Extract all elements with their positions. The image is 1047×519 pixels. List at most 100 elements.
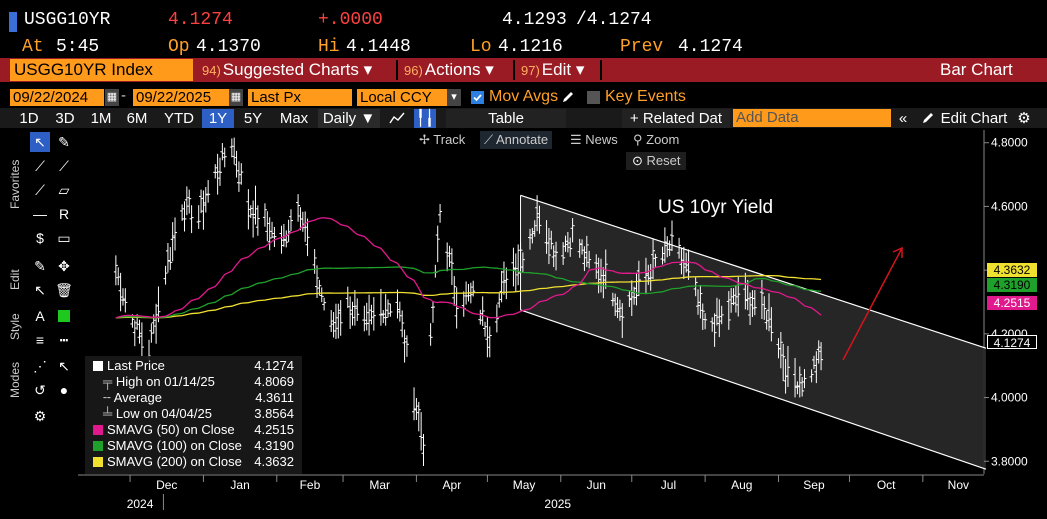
legend-value: 4.8069	[254, 374, 294, 389]
line-style-icon[interactable]: ┅	[59, 332, 69, 348]
legend-value: 4.3611	[255, 390, 294, 405]
move-icon[interactable]: ✥	[58, 258, 70, 274]
annotate-icon: ⟋	[484, 132, 496, 147]
range-6m[interactable]: 6M	[126, 110, 148, 127]
start-date-field[interactable]: 09/22/2024	[10, 89, 104, 106]
reset-button[interactable]: ⊙ Reset	[626, 152, 687, 170]
ray-tool-icon[interactable]: ⟋	[59, 158, 69, 174]
ticker[interactable]: USGG10YR	[24, 10, 111, 30]
annotate-button[interactable]: ⟋ Annotate	[480, 131, 553, 149]
undo-icon[interactable]: ↺	[34, 382, 46, 398]
tab-favorites[interactable]: Favorites	[8, 159, 22, 209]
currency-select[interactable]: Local CCY	[357, 89, 447, 106]
add-data-input[interactable]: Add Data	[733, 109, 891, 127]
trend-channel-fill	[520, 195, 986, 470]
line-weight-icon[interactable]: ≡	[35, 332, 45, 348]
end-date-field[interactable]: 09/22/2025	[133, 89, 229, 106]
range-ytd[interactable]: YTD	[164, 110, 194, 127]
date-dash: -	[121, 87, 126, 104]
news-label: News	[585, 132, 618, 147]
range-3d[interactable]: 3D	[55, 110, 75, 127]
range-max[interactable]: Max	[279, 110, 309, 127]
x-tick-label: Oct	[877, 478, 896, 492]
trend-tool-icon[interactable]: ⟋	[35, 182, 45, 198]
x-tick-label: May	[513, 478, 536, 492]
open-value: 4.1370	[196, 37, 261, 57]
legend-label: Low on 04/04/25	[115, 406, 212, 421]
color-swatch-icon[interactable]	[54, 306, 74, 326]
pencil-icon[interactable]	[561, 90, 575, 104]
chevron-down-icon: ▾	[575, 60, 585, 79]
field-select[interactable]: Last Px	[248, 89, 352, 106]
legend-value: 4.3190	[254, 438, 294, 453]
horizontal-line-icon[interactable]: —	[33, 206, 47, 222]
trash-icon[interactable]: 🗑	[55, 282, 73, 298]
channel-tool-icon[interactable]: ▱	[58, 182, 70, 198]
tab-edit[interactable]: Edit	[8, 269, 22, 291]
mov-avgs-label: Mov Avgs	[489, 88, 559, 105]
settings-gear-icon[interactable]: ⚙	[33, 408, 47, 424]
sma100-price-tag: 4.3190	[987, 278, 1037, 292]
range-1y[interactable]: 1Y	[202, 109, 234, 128]
divider	[513, 60, 515, 80]
font-icon[interactable]: A	[35, 308, 45, 324]
range-5y[interactable]: 5Y	[243, 110, 263, 127]
gear-icon[interactable]: ⚙	[1017, 110, 1031, 127]
select-icon[interactable]: ↖	[34, 282, 46, 298]
actions-button[interactable]: 96) Actions ▾	[398, 58, 500, 82]
security-name-box[interactable]: USGG10YR Index	[10, 59, 193, 81]
key-events-checkbox[interactable]	[587, 91, 600, 104]
range-1d[interactable]: 1D	[19, 110, 39, 127]
news-button[interactable]: ☰ News	[570, 131, 618, 149]
x-tick-label: Feb	[300, 478, 321, 492]
cursor-plus-icon[interactable]: ↖	[58, 358, 70, 374]
chart-type-label[interactable]: Bar Chart	[940, 60, 1013, 79]
chevron-down-icon[interactable]: ▾	[447, 89, 461, 106]
zoom-button[interactable]: ⚲ Zoom	[633, 131, 679, 149]
high-label: Hi	[318, 37, 340, 57]
range-1m[interactable]: 1M	[90, 110, 112, 127]
price-label-icon[interactable]: $	[36, 230, 44, 246]
suggested-charts-button[interactable]: 94) Suggested Charts ▾	[196, 58, 378, 82]
sma200-price-tag: 4.3632	[987, 263, 1037, 277]
chevron-down-icon: ▾	[363, 60, 373, 79]
legend-average: ╌ Average	[93, 390, 162, 406]
reset-icon: ⊙	[632, 153, 647, 168]
quote-row-1: USGG10YR 4.1274 +.0000 4.1293 /4.1274	[0, 10, 1047, 32]
track-button[interactable]: ✢ Track	[419, 131, 465, 149]
cursor-icon[interactable]: ↖	[30, 132, 50, 152]
y-tick-label: 4.6000	[991, 199, 1028, 213]
crosshair-mode-icon[interactable]: ⋰	[33, 358, 47, 374]
channel-upper-line	[520, 194, 987, 349]
palette-icon[interactable]: ●	[59, 382, 69, 398]
retracement-icon[interactable]: R	[58, 206, 70, 222]
key-events-label: Key Events	[605, 88, 686, 105]
sma100-line	[115, 266, 822, 319]
line-tool-icon[interactable]: ⟋	[35, 158, 45, 174]
line-chart-icon[interactable]	[389, 111, 405, 125]
brush-icon[interactable]: ✎	[34, 258, 46, 274]
divider	[600, 60, 602, 80]
calendar-icon[interactable]: ▦	[105, 89, 119, 106]
x-tick-label: Mar	[369, 478, 390, 492]
x-tick-label: Dec	[156, 478, 177, 492]
edit-chart-button[interactable]: Edit Chart	[940, 110, 1008, 127]
bar-chart-icon[interactable]: ╿╽	[414, 109, 436, 128]
ask-price: /4.1274	[576, 10, 652, 30]
zoom-label: Zoom	[646, 132, 680, 147]
related-data-button[interactable]: + Related Dat	[622, 109, 730, 128]
calendar-icon[interactable]: ▦	[229, 89, 243, 106]
tab-style[interactable]: Style	[8, 313, 22, 341]
rectangle-icon[interactable]: ▭	[57, 230, 71, 246]
table-button[interactable]: Table	[446, 109, 566, 128]
period-select[interactable]: Daily ▼	[318, 109, 380, 128]
track-label: Track	[433, 132, 466, 147]
legend-value: 4.1274	[254, 358, 294, 373]
double-chevron-left-icon[interactable]: «	[898, 110, 908, 127]
zoom-icon: ⚲	[633, 132, 647, 147]
tab-modes[interactable]: Modes	[8, 361, 22, 399]
pen-icon[interactable]: ✎	[58, 134, 70, 150]
divider	[396, 60, 398, 80]
edit-button[interactable]: 97) Edit ▾	[515, 58, 590, 82]
mov-avgs-checkbox[interactable]	[471, 91, 484, 104]
